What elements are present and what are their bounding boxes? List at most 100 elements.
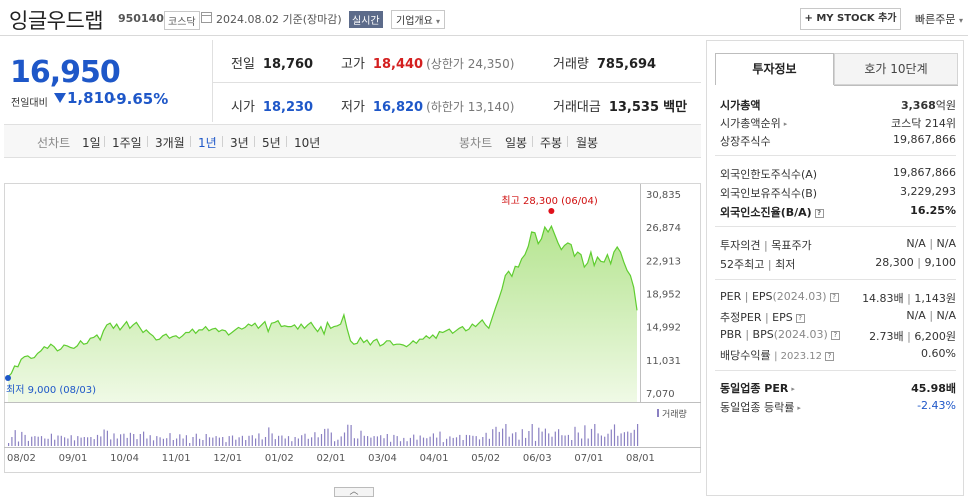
divider (286, 136, 287, 147)
volume-bar (620, 433, 622, 446)
y-tick-label: 7,070 (646, 389, 675, 400)
help-icon[interactable]: ? (795, 314, 805, 323)
52week-row: 52주최고 | 최저 28,300 | 9,100 (720, 256, 956, 271)
period-1y[interactable]: 1년 (198, 136, 217, 150)
volume-bar (149, 435, 151, 446)
volume-bar (446, 438, 448, 446)
candle-weekly[interactable]: 주봉 (540, 136, 563, 150)
stat-open: 시가 18,230 (231, 100, 314, 115)
foreign-limit-row: 외국인한도주식수(A) 19,867,866 (720, 166, 956, 181)
volume-bar (258, 433, 260, 446)
volume-bar (564, 435, 566, 446)
volume-bar (294, 437, 296, 446)
volume-bar (442, 442, 444, 446)
volume-bar (120, 434, 122, 446)
period-10y[interactable]: 10년 (294, 136, 321, 150)
period-1w[interactable]: 1주일 (112, 136, 142, 150)
volume-bar (590, 428, 593, 446)
volume-bar (80, 437, 82, 446)
volume-bar (17, 441, 20, 446)
volume-bar (21, 431, 23, 446)
volume-bar (406, 441, 408, 446)
volume-bar (432, 433, 434, 446)
divider (254, 136, 255, 147)
volume-bar (320, 434, 323, 446)
volume-bar (347, 424, 349, 446)
volume-bar (70, 435, 72, 446)
volume-bar (189, 443, 191, 446)
volume-bar (123, 433, 125, 446)
dividend-yield-row: 배당수익률 | 2023.12? 0.60% (720, 347, 956, 362)
volume-bar (393, 434, 395, 446)
change-percent: -9.65% (110, 90, 169, 108)
volume-bar (301, 435, 303, 446)
candle-daily[interactable]: 일봉 (505, 136, 528, 150)
opinion-target-row: 투자의견 | 목표주가 N/A | N/A (720, 237, 956, 252)
volume-bar (113, 433, 115, 446)
volume-bar (429, 436, 431, 446)
volume-bar (538, 427, 540, 446)
quick-order-link[interactable]: 빠른주문 ▾ (915, 13, 963, 26)
price-chart[interactable]: 30,835 26,874 22,913 18,952 14,992 11,031 7,07… (4, 159, 701, 497)
volume-bar (475, 436, 477, 446)
volume-bar (558, 429, 560, 446)
volume-bar (574, 426, 576, 446)
volume-bar (544, 428, 546, 446)
volume-bar (143, 431, 145, 446)
per-eps-row: PER | EPS(2024.03)? 14.83배 | 1,143원 (720, 290, 956, 305)
period-5y[interactable]: 5년 (262, 136, 281, 150)
stat-low: 저가 16,820 (하한가 13,140) (341, 100, 515, 115)
x-tick-label: 04/01 (420, 453, 449, 464)
volume-bar (610, 429, 612, 446)
volume-bar (495, 426, 497, 446)
tab-orderbook[interactable]: 호가 10단계 (834, 53, 958, 85)
volume-bar (241, 435, 243, 446)
volume-bar (136, 439, 138, 446)
volume-bar (350, 425, 352, 446)
volume-bar (482, 437, 484, 446)
volume-bar (383, 438, 385, 446)
divider (715, 155, 956, 156)
divider (532, 136, 533, 147)
company-info-dropdown[interactable]: 기업개요 ▾ (391, 10, 446, 29)
period-3y[interactable]: 3년 (230, 136, 249, 150)
volume-bar (37, 436, 39, 446)
volume-bar (577, 432, 579, 446)
volume-legend-swatch (657, 409, 659, 417)
volume-bar (492, 429, 494, 446)
volume-bar (508, 436, 510, 446)
volume-bar (264, 437, 267, 446)
volume-bar (274, 439, 276, 446)
help-icon[interactable]: ? (814, 209, 824, 218)
help-icon[interactable]: ? (830, 331, 840, 340)
volume-bar (337, 439, 339, 446)
chart-collapse-toggle[interactable]: ︿ (334, 487, 374, 497)
x-tick-label: 08/01 (626, 453, 655, 464)
volume-bar (281, 435, 283, 446)
volume-bar (251, 435, 253, 446)
x-tick-label: 08/02 (7, 453, 36, 464)
volume-bar (594, 424, 596, 446)
candle-monthly[interactable]: 월봉 (576, 136, 599, 150)
volume-bar (159, 437, 161, 446)
help-icon[interactable]: ? (829, 293, 839, 302)
help-icon[interactable]: ? (825, 352, 835, 361)
realtime-badge[interactable]: 실시간 (349, 11, 383, 28)
volume-bar (255, 438, 257, 446)
chart-controls: 선차트 1일 1주일 3개월 1년 3년 5년 10년 봉차트 일봉 주봉 월봉 (4, 124, 701, 158)
add-my-stock-button[interactable]: + MY STOCK 추가 (800, 8, 901, 30)
y-tick-label: 14,992 (646, 323, 681, 334)
volume-bar (584, 425, 586, 446)
stat-high: 고가 18,440 (상한가 24,350) (341, 57, 515, 72)
period-3m[interactable]: 3개월 (155, 136, 185, 150)
tab-investment-info[interactable]: 투자정보 (715, 53, 834, 85)
period-1d[interactable]: 1일 (82, 136, 101, 150)
min-point-marker (5, 375, 11, 381)
volume-bar (146, 438, 148, 446)
volume-bar (396, 436, 398, 446)
volume-bar (77, 436, 79, 446)
stat-volume: 거래량 785,694 (553, 57, 657, 72)
volume-bar (327, 428, 329, 446)
volume-bar (248, 435, 250, 446)
divider (190, 136, 191, 147)
